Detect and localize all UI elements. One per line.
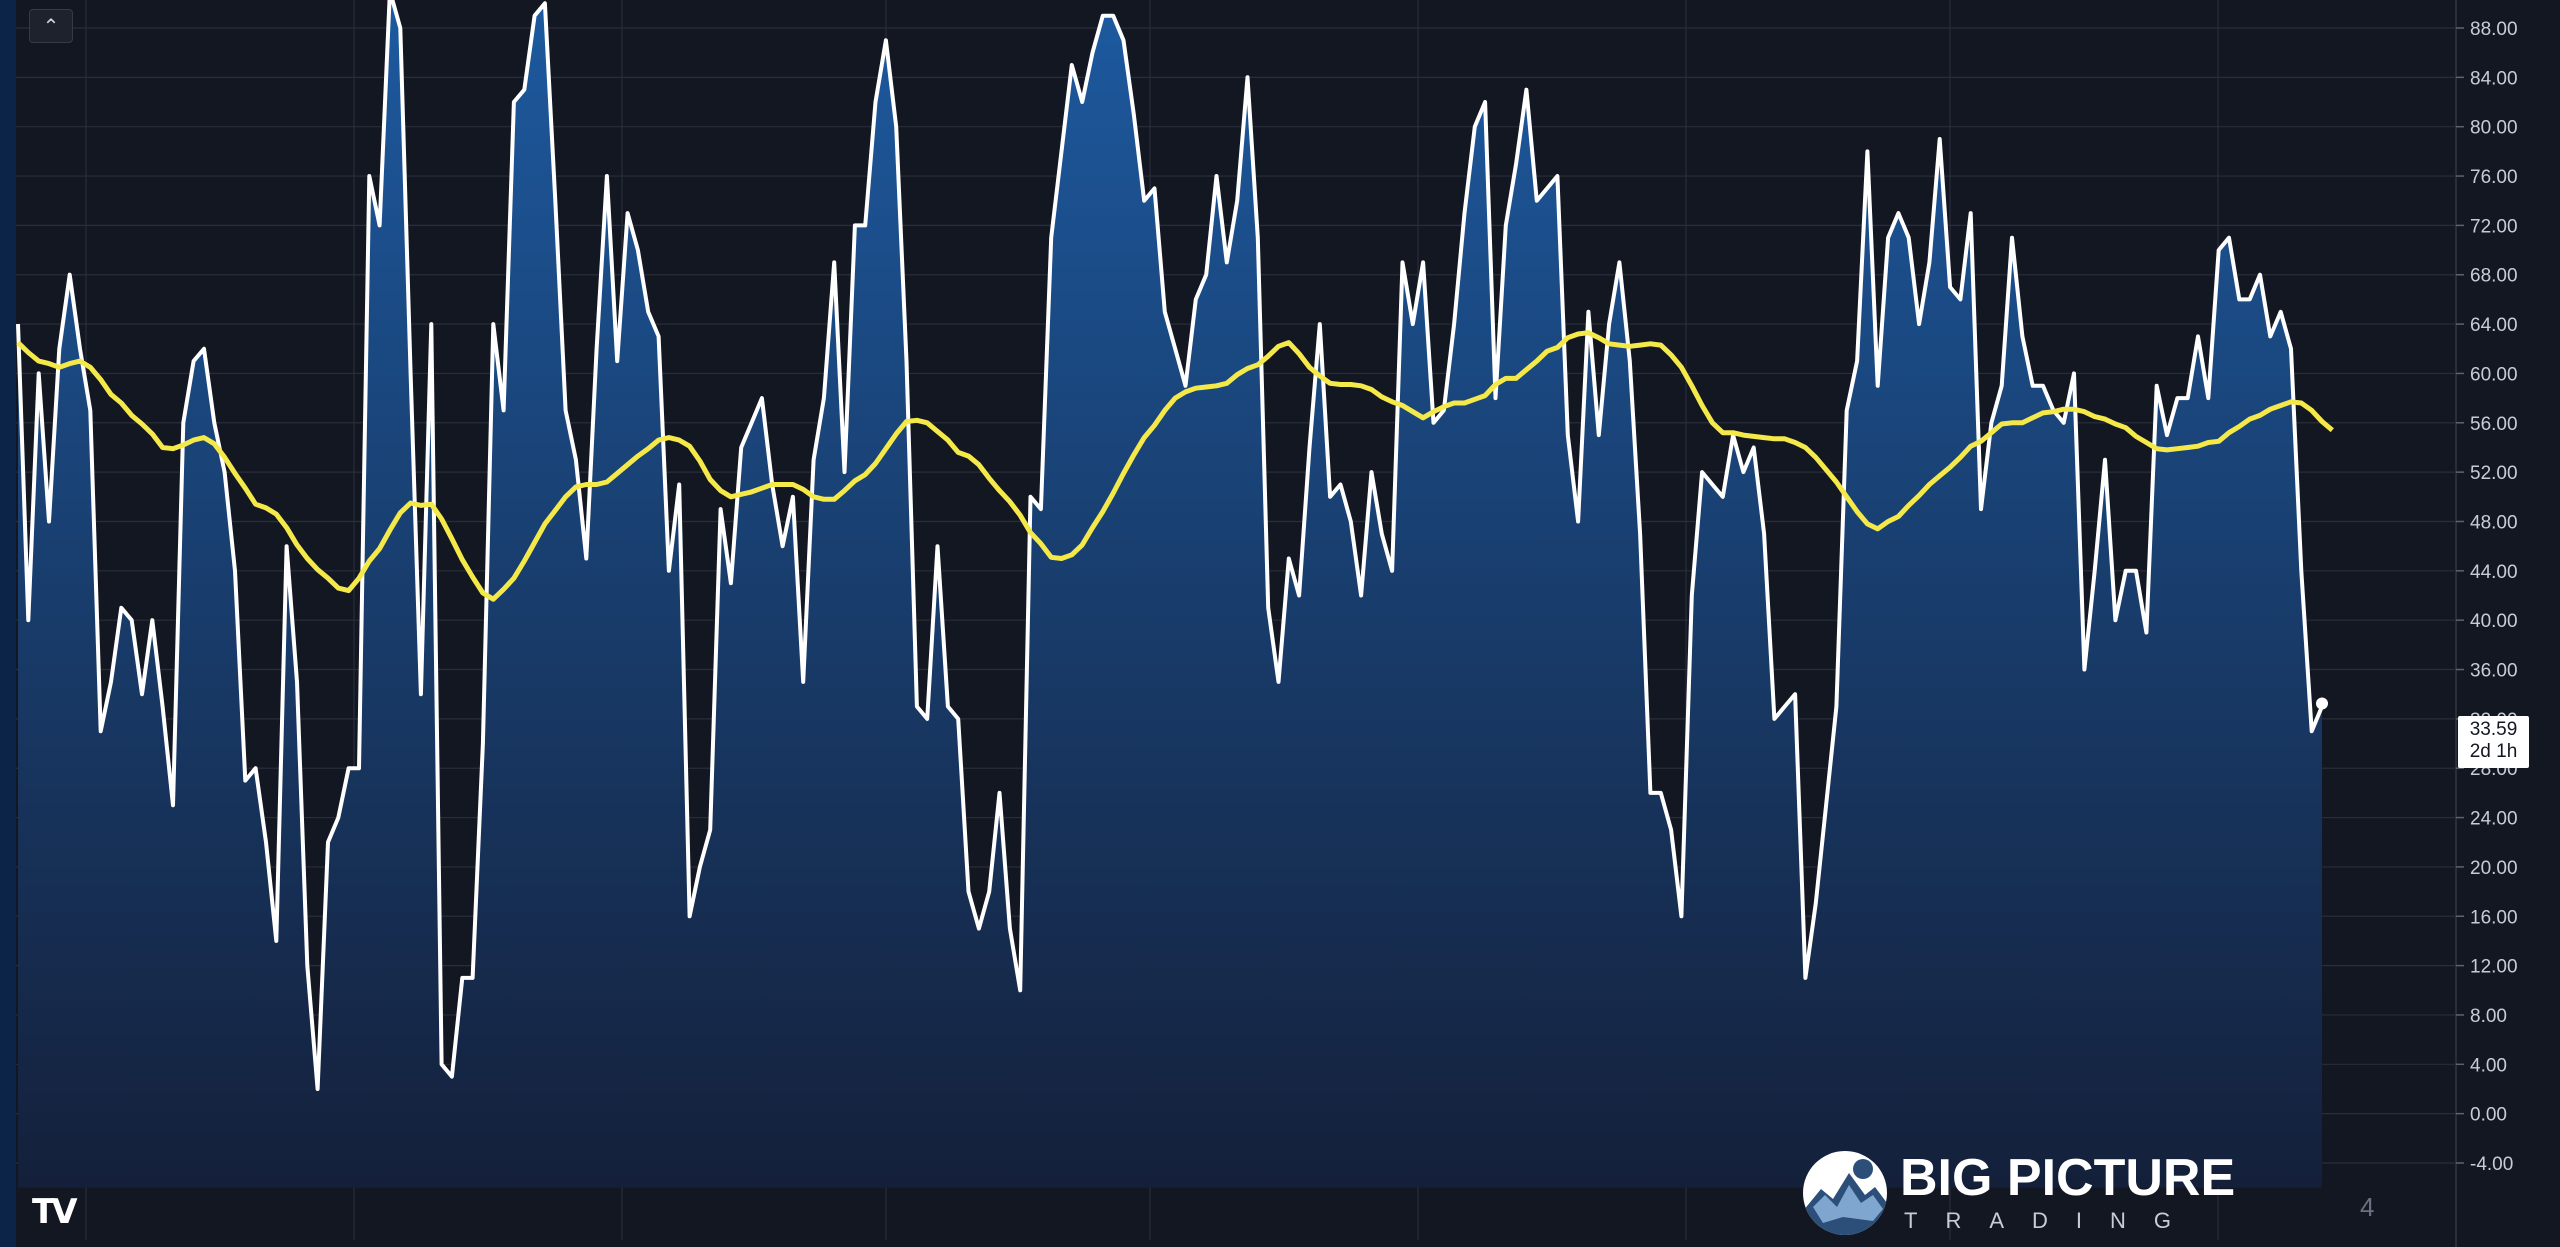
watermark-subtitle: TRADING — [1904, 1208, 2199, 1233]
chevron-up-icon: ⌃ — [42, 16, 60, 38]
price-axis-label: 84.00 — [2470, 68, 2518, 89]
price-axis-label: 80.00 — [2470, 118, 2518, 139]
big-picture-trading-watermark: BIG PICTURE TRADING — [1800, 1148, 2260, 1238]
price-axis-label: 40.00 — [2470, 611, 2518, 632]
price-axis-background — [2456, 0, 2560, 1247]
last-value: 33.59 — [2469, 719, 2518, 740]
price-axis-label: 0.00 — [2470, 1105, 2507, 1126]
price-axis-label: 44.00 — [2470, 562, 2518, 583]
price-axis-label: 68.00 — [2470, 266, 2518, 287]
oscillator-line — [16, 0, 2324, 1091]
price-axis-label: 12.00 — [2470, 957, 2518, 978]
price-axis-label: 76.00 — [2470, 167, 2518, 188]
price-axis-label: 24.00 — [2470, 809, 2518, 830]
price-axis-label: 8.00 — [2470, 1006, 2507, 1027]
price-axis[interactable]: 88.00 84.00 80.00 76.00 72.00 68.00 64.00 60.00… — [2455, 0, 2560, 1247]
area-fill — [18, 0, 2322, 1188]
signal-line — [16, 330, 2334, 602]
price-axis-label: 4.00 — [2470, 1055, 2507, 1076]
price-axis-label: 72.00 — [2470, 216, 2518, 237]
price-axis-label: 64.00 — [2470, 315, 2518, 336]
price-axis-label: 36.00 — [2470, 661, 2518, 682]
last-value-label: 33.59 2d 1h — [2458, 716, 2529, 768]
collapse-button[interactable]: ⌃ — [29, 9, 73, 43]
series-lines — [16, 0, 2334, 1091]
mountain-logo-icon — [1803, 1151, 1887, 1235]
left-edge-strip — [0, 0, 16, 1247]
oscillator-area — [18, 0, 2322, 1188]
price-axis-label: 20.00 — [2470, 858, 2518, 879]
corner-number: 4 — [2360, 1192, 2375, 1222]
price-axis-label: 16.00 — [2470, 907, 2518, 928]
price-axis-label: 88.00 — [2470, 19, 2518, 40]
price-axis-label: 52.00 — [2470, 463, 2518, 484]
price-axis-label: 60.00 — [2470, 364, 2518, 385]
watermark-title: BIG PICTURE — [1900, 1149, 2236, 1207]
price-axis-label: -4.00 — [2470, 1154, 2513, 1175]
last-point-marker — [2316, 697, 2328, 710]
price-axis-label: 48.00 — [2470, 512, 2518, 533]
tradingview-logo[interactable]: TV — [32, 1192, 77, 1232]
price-axis-label: 56.00 — [2470, 414, 2518, 435]
bar-countdown: 2d 1h — [2469, 741, 2518, 762]
